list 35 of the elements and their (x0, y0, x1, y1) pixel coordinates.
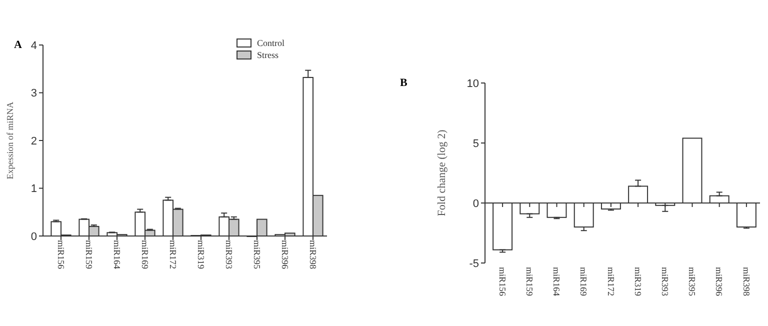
x-tick-label: miR172 (168, 240, 178, 270)
x-tick-label: miR159 (84, 240, 94, 270)
x-tick-label: miR164 (552, 267, 562, 297)
y-tick-label: 3 (30, 88, 37, 100)
x-tick-label: miR169 (578, 267, 589, 297)
x-tick-label: miR159 (524, 267, 534, 297)
x-tick-label: miR156 (56, 240, 66, 270)
y-tick-label: 5 (472, 138, 479, 150)
x-tick-label: miR172 (606, 267, 616, 296)
x-tick-label: miR396 (714, 267, 724, 297)
x-tick-label: miR395 (252, 240, 262, 270)
x-tick-label: miR398 (308, 240, 318, 270)
x-tick-label: miR393 (660, 267, 670, 297)
legend-label: Control (257, 38, 285, 48)
y-tick-label: 0 (30, 230, 37, 243)
x-tick-label: miR169 (140, 240, 150, 270)
y-tick-label: 10 (466, 78, 479, 90)
chart-title: B (400, 77, 408, 89)
x-tick-label: miR319 (632, 267, 643, 297)
x-tick-label: miR395 (687, 267, 698, 297)
y-axis-title: Fold change (log 2) (436, 129, 448, 216)
y-tick-label: -5 (469, 258, 479, 270)
x-tick-label: miR396 (280, 240, 290, 270)
x-tick-label: miR398 (741, 267, 752, 297)
legend-label: Stress (257, 50, 279, 60)
x-tick-label: miR164 (112, 240, 122, 270)
chart-title: A (14, 39, 22, 51)
y-tick-label: 0 (472, 198, 479, 210)
y-tick-label: 4 (30, 40, 37, 52)
x-tick-label: miR156 (497, 267, 508, 297)
y-axis-title: Expession of miRNA (5, 101, 15, 180)
x-tick-label: miR393 (224, 240, 234, 270)
y-tick-label: 1 (30, 183, 37, 196)
y-tick-label: 2 (30, 135, 37, 148)
x-tick-label: miR319 (196, 240, 206, 270)
